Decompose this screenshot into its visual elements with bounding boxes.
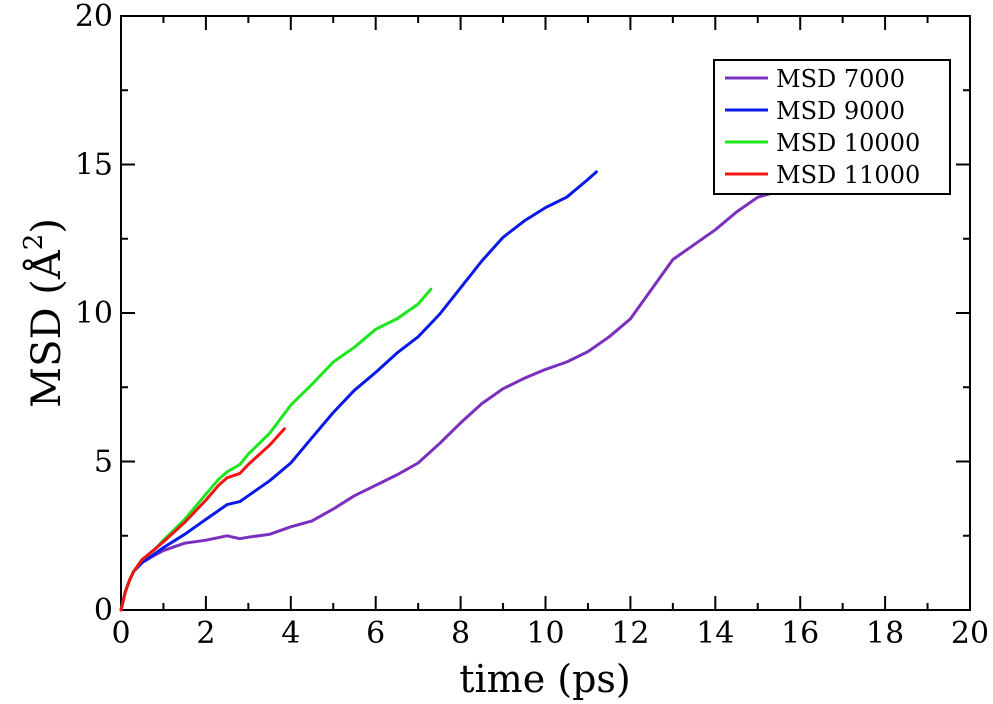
y-axis-title: MSD (Å2) <box>19 218 70 408</box>
series-line-msd-9000 <box>119 170 598 612</box>
y-tick-label: 5 <box>94 445 113 480</box>
legend-label-msd-10000: MSD 10000 <box>776 129 920 157</box>
legend-label-msd-9000: MSD 9000 <box>776 97 905 125</box>
x-tick-label: 8 <box>451 616 470 651</box>
series-layer <box>119 170 781 612</box>
y-axis-title-main: MSD ( <box>24 279 70 408</box>
series-line-msd-7000 <box>119 189 781 612</box>
y-axis-title-unit: Å <box>23 249 70 280</box>
axis-ticks <box>120 15 971 611</box>
x-tick-label: 2 <box>196 616 215 651</box>
x-axis-title: time (ps) <box>459 657 631 701</box>
y-axis-title-close: ) <box>24 218 70 234</box>
y-tick-label: 10 <box>75 296 113 331</box>
x-tick-label: 6 <box>366 616 385 651</box>
x-tick-label: 18 <box>866 616 904 651</box>
series-line-msd-11000 <box>119 427 286 612</box>
legend-box <box>713 59 951 195</box>
svg-text:MSD (Å2): MSD (Å2) <box>19 218 70 408</box>
x-tick-label: 4 <box>281 616 300 651</box>
legend-label-msd-11000: MSD 11000 <box>776 161 920 189</box>
y-tick-label: 0 <box>94 593 113 628</box>
x-tick-label: 14 <box>696 616 734 651</box>
x-tick-label: 16 <box>781 616 819 651</box>
axis-tick-labels: 0 2 4 6 8 10 12 14 16 18 20 0 5 10 15 20 <box>75 0 989 651</box>
y-axis-title-exponent: 2 <box>19 234 49 251</box>
x-tick-label: 10 <box>526 616 564 651</box>
y-tick-label: 15 <box>75 148 113 183</box>
y-tick-label: 20 <box>75 0 113 34</box>
legend-label-msd-7000: MSD 7000 <box>776 65 905 93</box>
legend: MSD 7000 MSD 9000 MSD 10000 MSD 11000 <box>713 59 951 195</box>
x-tick-label: 0 <box>111 616 130 651</box>
x-tick-label: 12 <box>611 616 649 651</box>
x-tick-label: 20 <box>951 616 989 651</box>
